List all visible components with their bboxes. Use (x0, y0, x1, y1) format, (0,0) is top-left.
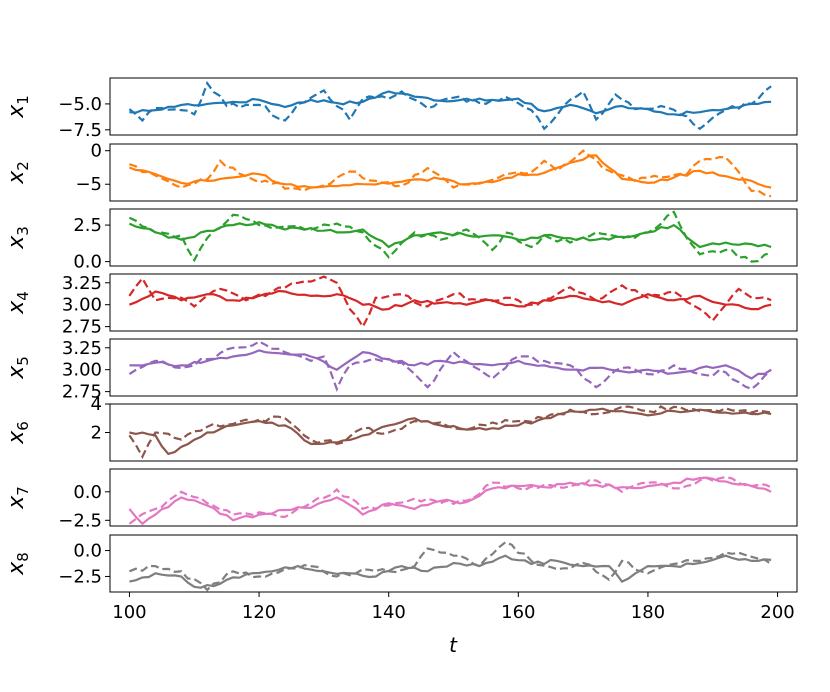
series-line-dashed (128, 405, 772, 460)
y-axis-label: x6 (4, 421, 32, 445)
y-tick-label: 3.25 (62, 273, 102, 294)
series-line-solid (129, 90, 772, 117)
y-tick-label: 2.75 (62, 317, 102, 338)
x-axis-label: t (449, 633, 458, 657)
y-axis-label: x8 (4, 552, 32, 576)
panels: −5.0−7.5x10−5x22.50.0x33.253.002.75x43.2… (4, 77, 798, 593)
x-tick-label: 180 (631, 602, 665, 623)
y-axis-label-subscript: 2 (14, 161, 32, 171)
y-tick-label: −2.5 (58, 510, 102, 531)
y-tick-label: 0.0 (73, 252, 102, 273)
y-axis-label-subscript: 5 (14, 356, 32, 366)
y-tick-label: 0.0 (73, 541, 102, 562)
panel-frame (109, 468, 798, 527)
series-line-dashed (128, 340, 772, 392)
y-tick-label: 3.00 (62, 295, 102, 316)
x-tick-label: 200 (760, 602, 794, 623)
y-axis-label: x5 (4, 356, 32, 380)
y-tick-label: 4 (91, 394, 102, 415)
y-axis-label: x7 (4, 486, 32, 510)
series-line-dashed (128, 80, 772, 131)
x-axis: 100 120 140 160 180 200 (112, 592, 795, 623)
series-line-dashed (128, 210, 772, 263)
y-axis-label: x2 (4, 161, 32, 185)
y-tick-label: 2.75 (62, 382, 102, 403)
series-line-solid (128, 476, 772, 526)
panel-frame (109, 273, 798, 332)
panel-frame (109, 77, 798, 136)
y-tick-label: −2.5 (58, 566, 102, 587)
y-axis-label: x1 (4, 95, 32, 119)
series-line-solid (128, 221, 772, 249)
y-tick-label: −5 (75, 174, 102, 195)
y-axis-label: x4 (4, 291, 32, 315)
panel-6: 4 2 x6 (4, 394, 798, 462)
y-axis-label-subscript: 6 (14, 421, 32, 431)
panel-5: 3.253.002.75 x5 (4, 338, 798, 403)
y-axis-label-subscript: 7 (14, 486, 32, 496)
y-tick-label: 3.00 (62, 360, 102, 381)
series-line-dashed (128, 275, 772, 329)
y-tick-label: 3.25 (62, 338, 102, 359)
panel-2: 0 −5 x2 (4, 141, 798, 202)
y-tick-label: 2.5 (73, 215, 102, 236)
y-tick-label: 0 (91, 141, 102, 162)
y-tick-label: 2 (91, 423, 102, 444)
x-tick-label: 140 (372, 602, 406, 623)
x-tick-label: 120 (242, 602, 276, 623)
panel-frame (109, 338, 798, 397)
y-tick-label: −7.5 (58, 120, 102, 141)
y-axis-label-subscript: 4 (14, 291, 32, 301)
y-tick-label: 0.0 (73, 482, 102, 503)
panel-4: 3.253.002.75 x4 (4, 273, 798, 338)
y-tick-label: −5.0 (58, 94, 102, 115)
panel-8: 0.0 −2.5 x8 (4, 534, 798, 593)
series-line-solid (129, 554, 772, 589)
series-line-solid (129, 407, 772, 456)
series-line-solid (129, 154, 772, 189)
y-axis-label: x3 (4, 226, 32, 250)
y-axis-label-subscript: 8 (14, 552, 32, 562)
y-axis-label-subscript: 1 (14, 95, 32, 105)
panel-frame (109, 534, 798, 593)
series-line-dashed (129, 149, 772, 198)
panel-3: 2.5 0.0 x3 (4, 208, 798, 273)
panel-frame (109, 208, 798, 267)
y-axis-label-subscript: 3 (14, 226, 32, 236)
panel-1: −5.0 −7.5 x1 (4, 77, 798, 141)
series-line-solid (129, 289, 772, 311)
x-tick-label: 100 (112, 602, 146, 623)
panel-frame (109, 143, 798, 202)
panel-7: 0.0 −2.5 x7 (4, 468, 798, 531)
x-tick-label: 160 (501, 602, 535, 623)
series-line-solid (129, 349, 772, 380)
